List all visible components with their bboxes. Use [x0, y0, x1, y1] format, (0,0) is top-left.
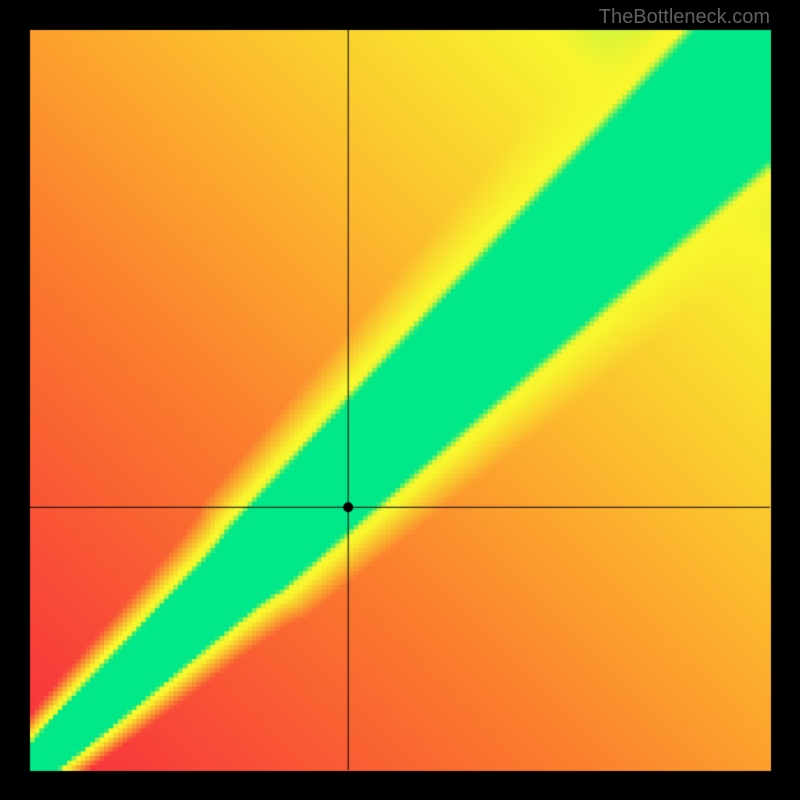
watermark-text: TheBottleneck.com: [599, 6, 770, 29]
chart-container: { "watermark": { "text": "TheBottleneck.…: [0, 0, 800, 800]
heatmap-canvas: [0, 0, 800, 800]
